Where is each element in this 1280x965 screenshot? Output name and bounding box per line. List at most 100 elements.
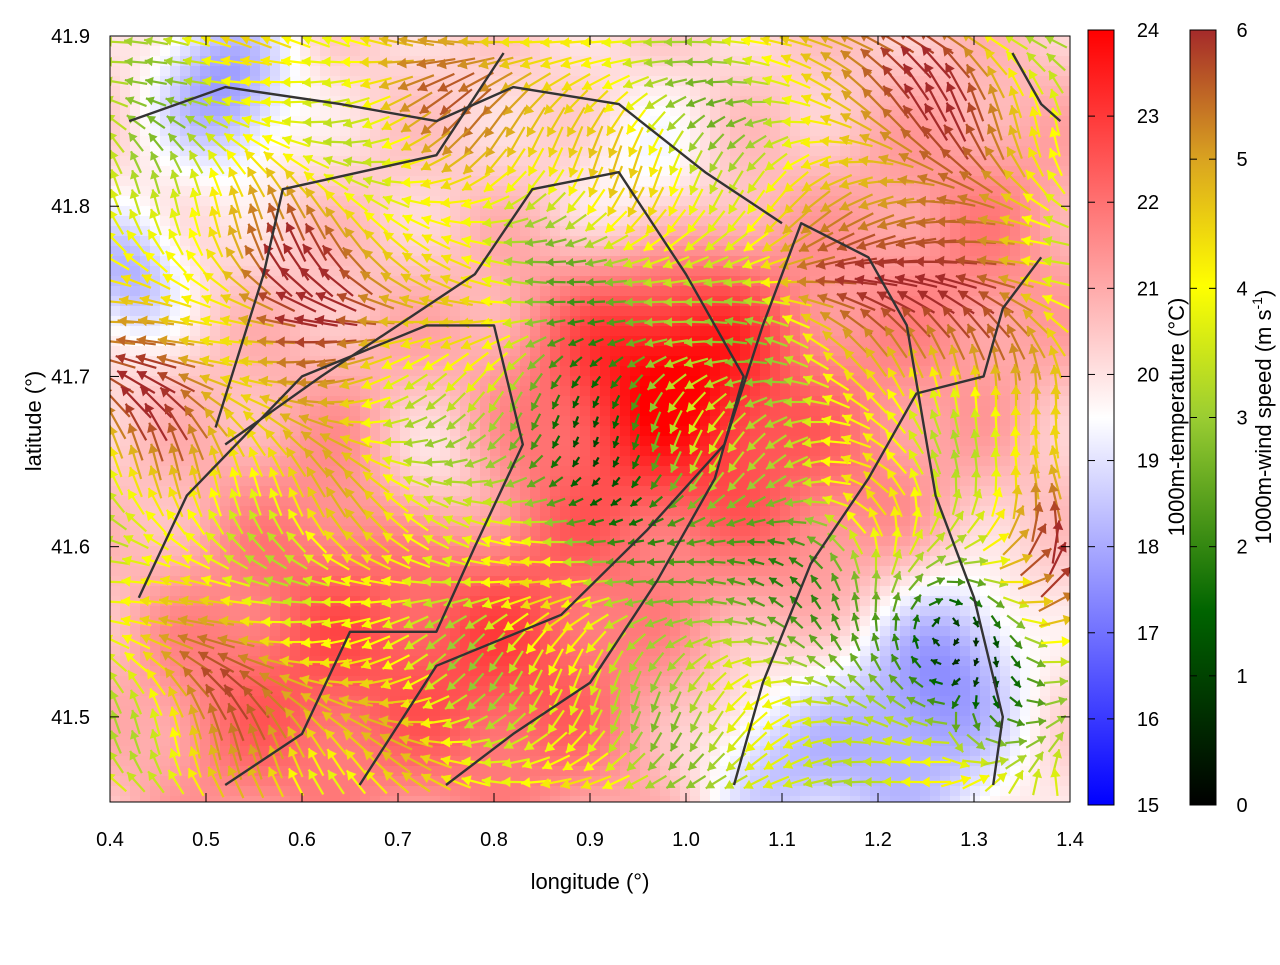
temperature-cell — [330, 166, 341, 177]
temperature-cell — [920, 186, 931, 197]
temperature-cell — [280, 86, 291, 97]
temperature-cell — [730, 526, 741, 537]
temperature-cell — [330, 126, 341, 137]
temperature-cell — [440, 286, 451, 297]
temperature-cell — [150, 326, 161, 337]
temperature-cell — [870, 506, 881, 517]
temperature-cell — [650, 386, 661, 397]
temperature-cell — [880, 316, 891, 327]
temperature-cell — [880, 226, 891, 237]
temperature-cell — [1040, 466, 1051, 477]
temperature-cell — [810, 526, 821, 537]
temperature-cell — [640, 406, 651, 417]
temperature-cell — [340, 536, 351, 547]
temperature-cell — [960, 76, 971, 87]
temperature-cell — [320, 326, 331, 337]
temperature-cell — [820, 386, 831, 397]
temperature-cell — [800, 236, 811, 247]
temperature-cell — [1020, 436, 1031, 447]
temperature-cell — [490, 66, 501, 77]
temperature-cell — [240, 176, 251, 187]
temperature-cell — [900, 296, 911, 307]
temperature-cell — [570, 426, 581, 437]
temperature-cell — [900, 56, 911, 67]
temperature-cell — [700, 446, 711, 457]
temperature-cell — [120, 196, 131, 207]
temperature-cell — [940, 536, 951, 547]
temperature-cell — [1060, 406, 1070, 417]
temperature-cell — [840, 186, 851, 197]
temperature-cell — [460, 176, 471, 187]
temperature-cell — [660, 456, 671, 467]
temperature-cell — [880, 526, 891, 537]
temperature-cell — [920, 206, 931, 217]
temperature-cell — [110, 286, 121, 297]
temperature-cell — [300, 306, 311, 317]
temperature-cell — [1040, 456, 1051, 467]
temperature-cell — [740, 126, 751, 137]
temperature-cell — [860, 56, 871, 67]
temperature-cell — [210, 286, 221, 297]
temperature-cell — [550, 406, 561, 417]
temperature-cell — [920, 396, 931, 407]
temperature-cell — [860, 396, 871, 407]
temperature-cell — [1000, 206, 1011, 217]
temperature-cell — [680, 286, 691, 297]
temperature-cell — [780, 176, 791, 187]
temperature-cell — [480, 406, 491, 417]
temperature-cell — [180, 236, 191, 247]
temperature-cell — [770, 206, 781, 217]
temperature-cell — [340, 176, 351, 187]
temperature-cell — [110, 466, 121, 477]
temperature-cell — [900, 476, 911, 487]
temperature-cell — [620, 506, 631, 517]
temperature-cell — [220, 536, 231, 547]
temperature-cell — [480, 226, 491, 237]
temperature-cell — [160, 446, 171, 457]
temperature-cell — [1000, 336, 1011, 347]
temperature-cell — [680, 106, 691, 117]
temperature-cell — [680, 96, 691, 107]
temperature-cell — [520, 336, 531, 347]
temperature-cell — [440, 46, 451, 57]
temperature-cell — [340, 186, 351, 197]
temperature-cell — [200, 96, 211, 107]
temperature-cell — [620, 516, 631, 527]
temperature-cell — [760, 236, 771, 247]
temperature-cell — [140, 506, 151, 517]
temperature-cell — [410, 506, 421, 517]
temperature-cell — [1060, 226, 1070, 237]
temperature-cell — [130, 286, 141, 297]
temperature-cell — [480, 46, 491, 57]
temperature-cell — [420, 226, 431, 237]
temperature-cell — [1010, 46, 1021, 57]
temperature-cell — [990, 506, 1001, 517]
temperature-cell — [730, 106, 741, 117]
temperature-cell — [870, 106, 881, 117]
temperature-cell — [220, 426, 231, 437]
temperature-cell — [620, 216, 631, 227]
temperature-cell — [330, 146, 341, 157]
temperature-cell — [1010, 186, 1021, 197]
temperature-cell — [460, 46, 471, 57]
temperature-cell — [300, 216, 311, 227]
temperature-cell — [490, 506, 501, 517]
temperature-cell — [500, 526, 511, 537]
temperature-cell — [710, 226, 721, 237]
temperature-cell — [400, 226, 411, 237]
temperature-cell — [800, 216, 811, 227]
temperature-cell — [720, 466, 731, 477]
temperature-cell — [760, 386, 771, 397]
temperature-cell — [880, 216, 891, 227]
temperature-cell — [460, 516, 471, 527]
temperature-cell — [250, 306, 261, 317]
temperature-cell — [120, 146, 131, 157]
temperature-cell — [380, 96, 391, 107]
temperature-cell — [560, 146, 571, 157]
temperature-cell — [180, 176, 191, 187]
temperature-cell — [940, 376, 951, 387]
temperature-cell — [350, 326, 361, 337]
temperature-cell — [510, 366, 521, 377]
temperature-cell — [840, 76, 851, 87]
temperature-cell — [240, 466, 251, 477]
